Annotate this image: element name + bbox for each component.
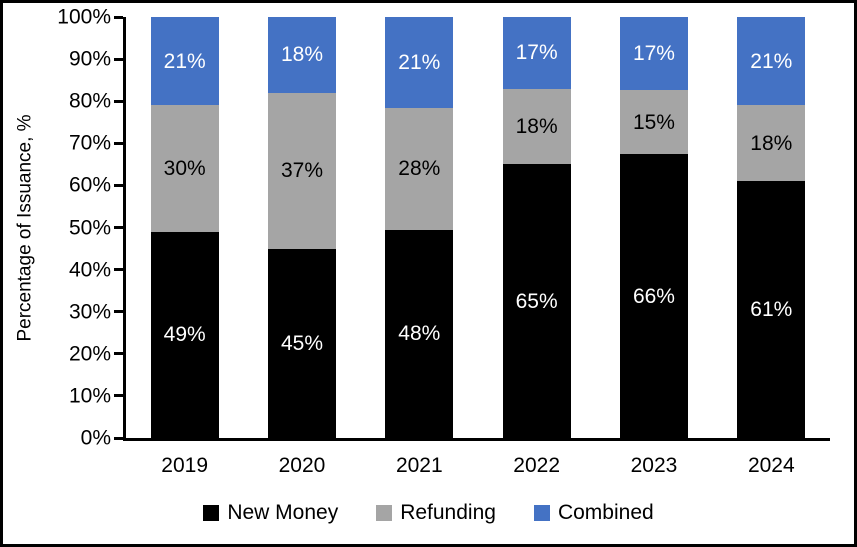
y-axis-tick: [114, 57, 123, 61]
x-axis-label: 2020: [278, 454, 326, 477]
y-tick-label: 80%: [68, 89, 111, 113]
y-axis-tick: [114, 141, 123, 145]
bar-segment-refunding: 28%: [385, 108, 454, 230]
y-tick-label: 20%: [68, 342, 111, 366]
data-label-refunding: 18%: [750, 131, 793, 155]
bar-segment-new-money: 65%: [502, 164, 571, 438]
legend-item-new-money: New Money: [203, 501, 338, 525]
category-2024: 21% 18% 61% 2024: [713, 17, 830, 477]
y-axis-tick: [114, 99, 123, 103]
x-axis-label: 2024: [747, 454, 795, 477]
bar-2021: 21% 28% 48%: [385, 17, 454, 438]
bar-segment-new-money: 45%: [267, 248, 336, 438]
data-label-combined: 17%: [632, 42, 675, 65]
x-axis-label: 2022: [513, 454, 560, 477]
legend-swatch-combined: [533, 505, 550, 521]
legend-item-refunding: Refunding: [376, 501, 496, 525]
bar-segment-combined: 21%: [385, 17, 454, 109]
bar-segment-refunding: 15%: [619, 90, 688, 155]
data-label-new-money: 61%: [750, 298, 793, 322]
bar-2023: 17% 15% 66%: [619, 17, 688, 438]
legend-label: Refunding: [400, 501, 496, 524]
y-axis-tick: [114, 394, 123, 398]
bar-segment-new-money: 49%: [150, 231, 219, 438]
data-label-combined: 21%: [398, 51, 441, 75]
data-label-refunding: 30%: [163, 157, 206, 181]
y-axis-tick: [114, 310, 123, 314]
bar-segment-refunding: 37%: [267, 92, 336, 249]
y-axis-tick: [114, 436, 123, 440]
data-label-refunding: 28%: [398, 157, 441, 181]
bar-segment-refunding: 18%: [737, 105, 806, 182]
x-axis-label: 2019: [161, 454, 209, 477]
category-2020: 18% 37% 45% 2020: [243, 17, 360, 477]
y-tick-label: 70%: [68, 131, 111, 155]
y-tick-label: 10%: [68, 384, 111, 408]
bar-2019: 21% 30% 49%: [150, 17, 219, 438]
bar-2024: 21% 18% 61%: [737, 17, 806, 438]
legend: New Money Refunding Combined: [3, 501, 854, 525]
y-axis-title-wrap: Percentage of Issuance, %: [3, 17, 49, 438]
legend-swatch-refunding: [376, 505, 393, 521]
y-tick-label: 100%: [57, 5, 111, 29]
bar-segment-combined: 17%: [619, 17, 688, 91]
bar-2020: 18% 37% 45%: [267, 17, 336, 438]
data-label-combined: 21%: [750, 49, 793, 73]
y-axis-tick: [114, 226, 123, 229]
data-label-new-money: 65%: [515, 289, 558, 313]
plot-area: 0% 10% 20% 30% 40% 50% 60% 70% 80% 90% 100% 21% 30% 4…: [57, 7, 830, 477]
category-2021: 21% 28% 48% 2021: [361, 17, 478, 477]
bar-segment-combined: 21%: [737, 17, 806, 106]
x-axis-label: 2021: [395, 454, 443, 477]
category-2023: 17% 15% 66% 2023: [595, 17, 712, 477]
y-tick-label: 60%: [68, 173, 111, 197]
data-label-new-money: 66%: [632, 284, 675, 308]
data-label-refunding: 37%: [280, 159, 323, 183]
legend-item-combined: Combined: [533, 501, 654, 525]
data-label-refunding: 18%: [515, 114, 558, 138]
y-axis-tick: [114, 15, 123, 19]
category-2019: 21% 30% 49% 2019: [126, 17, 243, 477]
y-axis-tick: [114, 352, 123, 356]
y-tick-label: 50%: [68, 216, 111, 239]
bar-segment-combined: 21%: [150, 17, 219, 106]
y-tick-label: 40%: [68, 258, 111, 282]
x-axis-label: 2023: [630, 454, 678, 477]
data-label-new-money: 49%: [163, 323, 206, 347]
y-axis-title: Percentage of Issuance, %: [15, 113, 36, 342]
y-axis-tick: [114, 268, 123, 272]
bar-segment-refunding: 18%: [502, 88, 571, 165]
category-2022: 17% 18% 65% 2022: [478, 17, 595, 477]
data-label-refunding: 15%: [632, 110, 675, 134]
y-tick-label: 90%: [68, 47, 111, 71]
y-axis-tick: [114, 183, 123, 187]
data-label-new-money: 48%: [398, 322, 441, 346]
y-tick-label: 30%: [68, 300, 111, 324]
legend-swatch-new-money: [203, 505, 220, 521]
bar-segment-new-money: 48%: [385, 229, 454, 438]
data-label-new-money: 45%: [280, 331, 323, 355]
bar-segment-combined: 18%: [267, 17, 336, 93]
data-label-combined: 18%: [280, 43, 323, 67]
legend-label: Combined: [557, 501, 654, 524]
bar-segment-new-money: 66%: [619, 154, 688, 438]
data-label-combined: 21%: [163, 49, 206, 73]
bar-2022: 17% 18% 65%: [502, 17, 571, 438]
bar-segment-refunding: 30%: [150, 105, 219, 232]
bar-segment-new-money: 61%: [737, 181, 806, 438]
legend-label: New Money: [227, 501, 339, 524]
data-label-combined: 17%: [515, 41, 558, 65]
bar-segment-combined: 17%: [502, 17, 571, 89]
y-tick-label: 0%: [80, 426, 111, 450]
